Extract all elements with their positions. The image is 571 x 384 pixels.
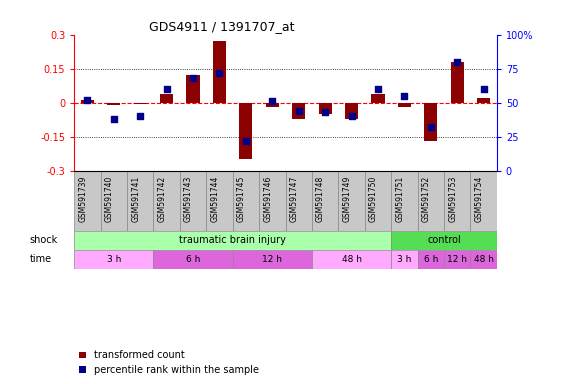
Point	[162, 86, 171, 92]
Text: 12 h: 12 h	[262, 255, 282, 264]
Bar	[74, 171, 100, 231]
Bar	[391, 171, 417, 231]
Text: GSM591740: GSM591740	[105, 175, 114, 222]
Text: GSM591754: GSM591754	[475, 175, 484, 222]
Point	[109, 116, 118, 122]
Point	[373, 86, 383, 92]
Bar	[312, 250, 391, 269]
Text: GSM591745: GSM591745	[237, 175, 246, 222]
Title: GDS4911 / 1391707_at: GDS4911 / 1391707_at	[150, 20, 295, 33]
Bar	[213, 41, 226, 103]
Point	[83, 97, 92, 103]
Bar	[259, 171, 286, 231]
Text: 48 h: 48 h	[473, 255, 493, 264]
Point	[215, 70, 224, 76]
Bar	[477, 98, 490, 103]
Point	[479, 86, 488, 92]
Point	[426, 124, 435, 130]
Point	[268, 98, 277, 104]
Text: GSM591741: GSM591741	[131, 175, 140, 222]
Bar	[365, 171, 391, 231]
Bar	[391, 250, 417, 269]
Bar	[233, 250, 312, 269]
Text: GSM591749: GSM591749	[343, 175, 352, 222]
Bar	[154, 171, 180, 231]
Text: time: time	[29, 254, 51, 264]
Text: 3 h: 3 h	[397, 255, 412, 264]
Text: GSM591743: GSM591743	[184, 175, 193, 222]
Bar	[391, 231, 497, 250]
Bar	[398, 103, 411, 107]
Bar	[424, 103, 437, 141]
Bar	[444, 250, 471, 269]
Point	[400, 93, 409, 99]
Bar	[371, 94, 384, 103]
Bar	[127, 171, 154, 231]
Bar	[187, 75, 200, 103]
Bar	[74, 250, 154, 269]
Text: GSM591750: GSM591750	[369, 175, 378, 222]
Bar	[239, 103, 252, 159]
Bar	[471, 171, 497, 231]
Point	[347, 113, 356, 119]
Bar	[160, 94, 173, 103]
Bar	[74, 231, 391, 250]
Text: shock: shock	[29, 235, 58, 245]
Bar	[345, 103, 358, 119]
Text: control: control	[427, 235, 461, 245]
Bar	[100, 171, 127, 231]
Bar	[417, 171, 444, 231]
Bar	[266, 103, 279, 107]
Bar	[206, 171, 233, 231]
Bar	[451, 62, 464, 103]
Text: GSM591746: GSM591746	[263, 175, 272, 222]
Bar	[107, 103, 120, 105]
Text: GSM591752: GSM591752	[422, 175, 431, 222]
Text: 3 h: 3 h	[107, 255, 121, 264]
Text: GSM591742: GSM591742	[158, 175, 167, 222]
Bar	[154, 250, 233, 269]
Text: 48 h: 48 h	[341, 255, 361, 264]
Point	[294, 108, 303, 114]
Text: 6 h: 6 h	[424, 255, 438, 264]
Bar	[312, 171, 338, 231]
Point	[242, 138, 251, 144]
Point	[320, 109, 329, 115]
Text: GSM591748: GSM591748	[316, 175, 325, 222]
Bar	[134, 103, 147, 104]
Bar	[338, 171, 365, 231]
Text: GSM591744: GSM591744	[211, 175, 219, 222]
Bar	[292, 103, 305, 119]
Text: GSM591739: GSM591739	[78, 175, 87, 222]
Bar	[81, 100, 94, 103]
Text: GSM591751: GSM591751	[395, 175, 404, 222]
Bar	[180, 171, 206, 231]
Bar	[471, 250, 497, 269]
Point	[453, 59, 462, 65]
Bar	[417, 250, 444, 269]
Legend: transformed count, percentile rank within the sample: transformed count, percentile rank withi…	[79, 351, 259, 375]
Bar	[319, 103, 332, 114]
Text: GSM591753: GSM591753	[448, 175, 457, 222]
Bar	[286, 171, 312, 231]
Point	[136, 113, 145, 119]
Text: GSM591747: GSM591747	[289, 175, 299, 222]
Bar	[233, 171, 259, 231]
Point	[188, 75, 198, 81]
Text: 6 h: 6 h	[186, 255, 200, 264]
Text: traumatic brain injury: traumatic brain injury	[179, 235, 286, 245]
Text: 12 h: 12 h	[447, 255, 467, 264]
Bar	[444, 171, 471, 231]
